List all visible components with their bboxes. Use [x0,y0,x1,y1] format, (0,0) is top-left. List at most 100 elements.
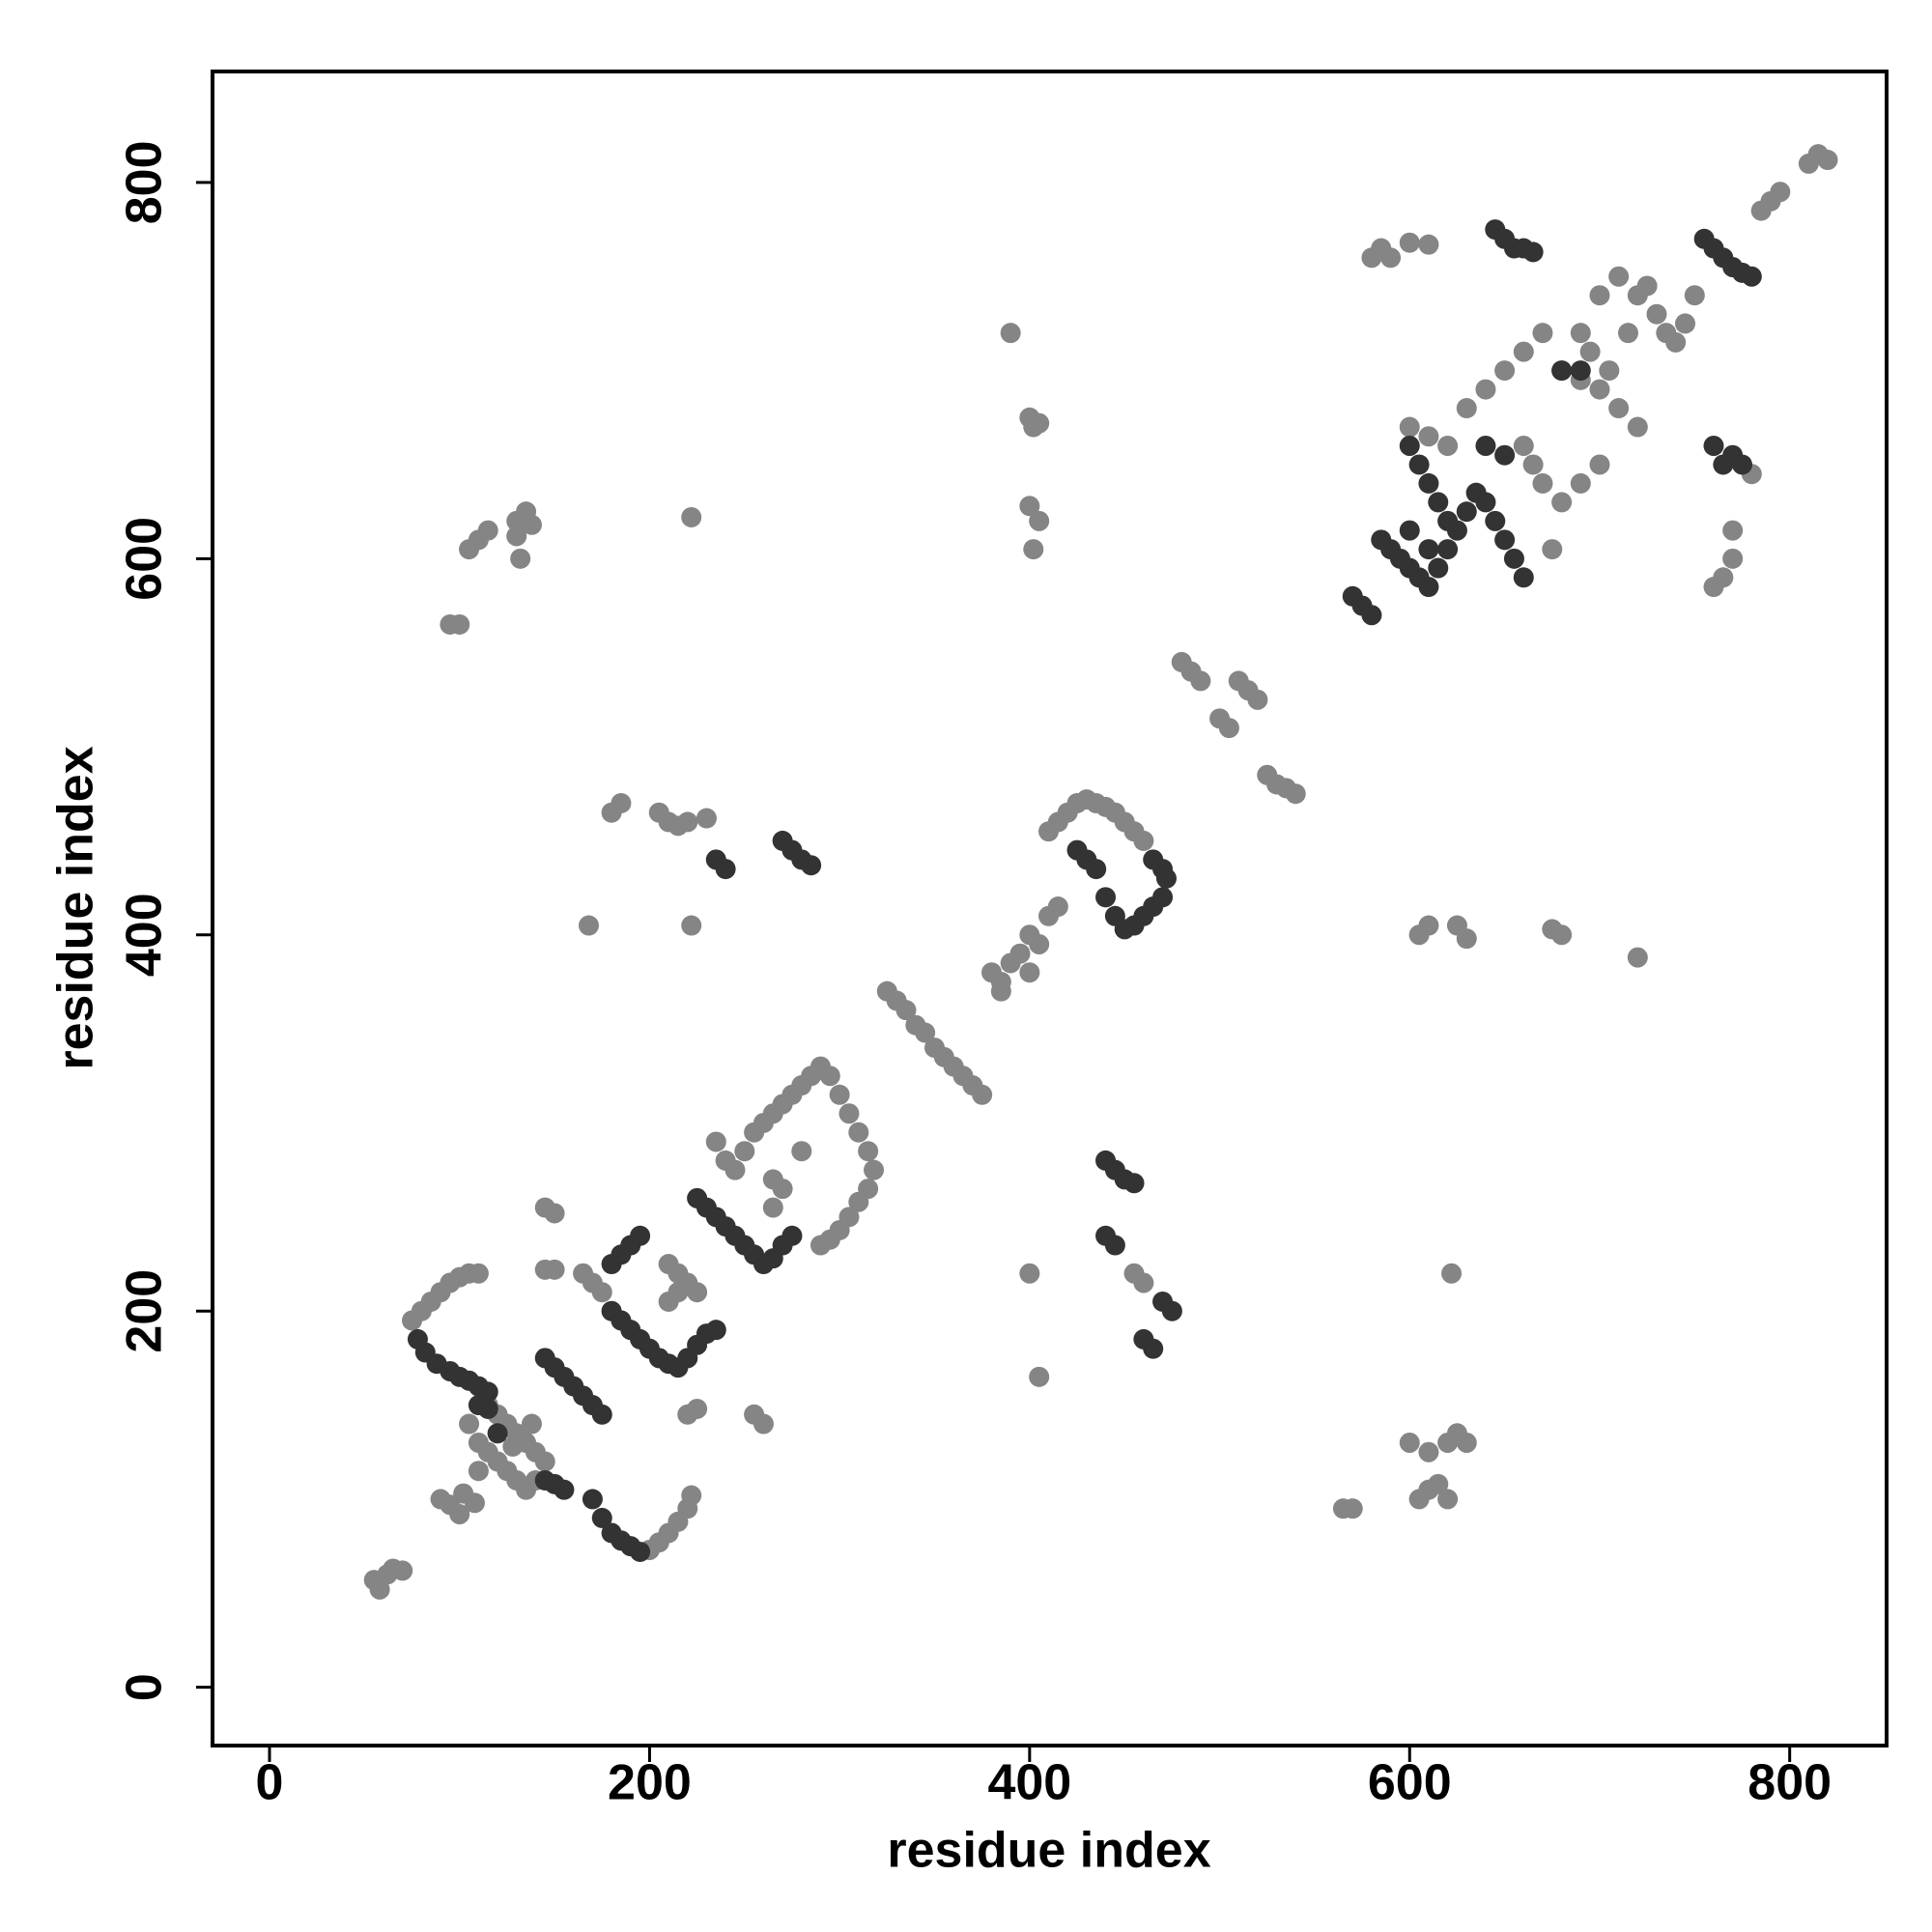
point [1399,232,1420,253]
point [990,980,1011,1002]
point [1532,472,1553,494]
y-axis-title: residue index [48,746,104,1069]
point [1703,435,1724,456]
point [801,855,822,876]
point [915,1022,936,1043]
point [972,1084,993,1105]
point [521,514,542,535]
x-tick-label: 0 [256,1755,284,1811]
point [1399,520,1420,541]
point [1456,398,1477,419]
point [1513,341,1534,362]
point [1095,887,1117,908]
point [1485,510,1506,531]
point [1494,360,1516,382]
point [510,548,531,569]
point [705,1320,726,1341]
point [1418,915,1439,936]
point [1437,539,1459,560]
x-tick-label: 800 [1747,1755,1832,1811]
point [753,1413,774,1435]
x-tick-label: 400 [987,1755,1071,1811]
point [1722,548,1744,569]
point [781,1225,803,1246]
point [848,1122,869,1143]
point [1437,510,1459,531]
point [895,1000,917,1021]
point [1342,1498,1363,1520]
point [1722,520,1744,541]
point [468,1263,489,1284]
point [1665,331,1687,353]
point [582,1489,603,1510]
point [1617,323,1638,344]
point [1437,435,1459,456]
point [1418,1441,1439,1463]
x-tick-label: 200 [608,1755,692,1811]
point [1437,1489,1459,1510]
point [591,1507,612,1528]
point [819,1065,840,1087]
point [1428,557,1449,579]
point [838,1103,860,1124]
point [1589,454,1610,475]
point [534,1451,555,1472]
point [1104,1235,1125,1256]
point [1143,1338,1164,1359]
point [1674,313,1695,334]
point [630,1225,651,1246]
point [459,1413,480,1435]
point [1019,496,1040,517]
point [544,1259,565,1280]
point [611,792,632,813]
point [1732,454,1753,475]
point [1000,323,1021,344]
point [1589,285,1610,306]
point [554,1479,575,1500]
point [1475,379,1496,400]
point [1456,928,1477,950]
point [1522,242,1544,263]
point [502,1435,524,1457]
point [1104,905,1125,926]
point [1123,1173,1145,1194]
point [1190,670,1211,692]
point [449,613,470,635]
point [1009,943,1031,964]
y-tick-label: 600 [117,517,173,601]
y-tick-label: 200 [117,1269,173,1353]
point [772,1179,793,1200]
point [369,1578,390,1600]
point [1608,266,1630,287]
point [1399,435,1420,456]
point [1627,416,1648,438]
point [734,1141,755,1162]
point [1551,924,1573,946]
point [1441,1263,1463,1284]
point [477,520,498,541]
point [687,1282,708,1303]
point [724,1159,746,1180]
point [477,1398,498,1419]
point [1285,783,1306,805]
point [762,1197,783,1218]
point [1570,323,1591,344]
point [1494,529,1516,551]
point [864,1159,885,1180]
point [829,1084,850,1105]
point [1741,266,1762,287]
point [791,1141,812,1162]
point [1133,1272,1154,1293]
point [464,1492,485,1514]
point [715,859,736,880]
point [1418,577,1439,598]
point [1029,510,1050,531]
point [1133,830,1154,851]
y-tick-label: 800 [117,141,173,225]
point [1494,444,1516,466]
point [1418,539,1439,560]
point [1161,1300,1182,1321]
point [1599,360,1620,382]
point [1029,1366,1050,1387]
